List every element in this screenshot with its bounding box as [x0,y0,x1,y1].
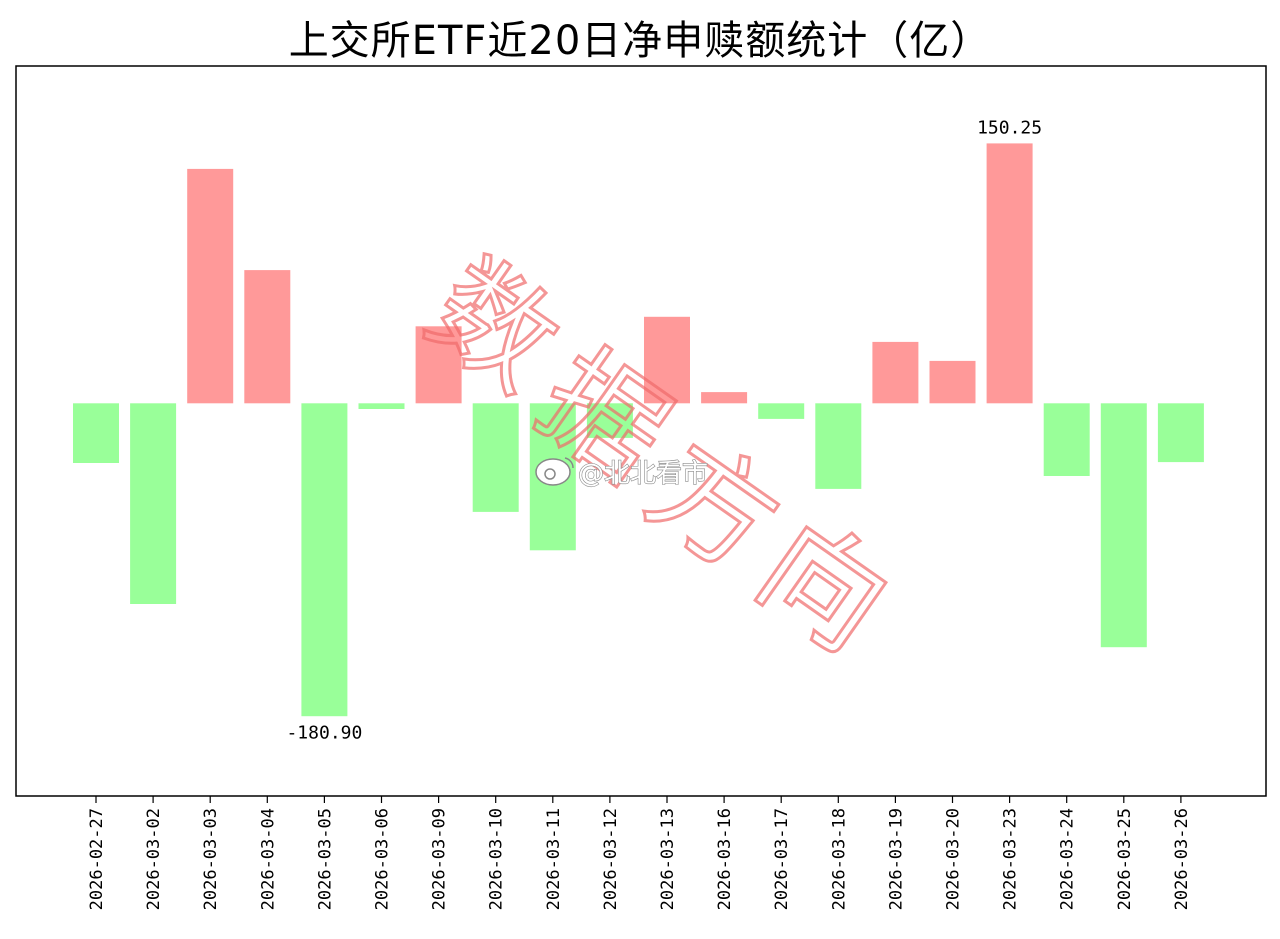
bar-2026-03-05 [301,403,348,717]
x-tick-label: 2026-03-02 [144,808,164,910]
x-tick-label: 2026-02-27 [87,808,107,910]
x-tick-label: 2026-03-04 [258,808,278,910]
x-tick-label: 2026-03-12 [601,808,621,910]
bar-2026-03-16 [701,392,748,404]
x-tick-label: 2026-03-06 [373,808,393,910]
bar-2026-03-12 [586,403,633,438]
bar-2026-03-20 [929,360,976,404]
x-tick-label: 2026-03-05 [315,808,335,910]
x-tick-label: 2026-03-25 [1115,808,1135,910]
x-tick-label: 2026-03-09 [430,808,450,910]
bar-2026-03-17 [758,403,805,419]
bar-2026-03-13 [644,316,690,404]
bar-2026-03-09 [415,326,462,404]
weibo-handle-text: @北北看市 [578,459,708,489]
bar-2026-03-04 [244,270,291,404]
x-tick-label: 2026-03-20 [944,808,964,910]
bar-2026-03-06 [358,403,405,409]
bar-2026-03-10 [472,403,519,512]
x-tick-label: 2026-03-17 [772,808,792,910]
x-tick-label: 2026-03-10 [487,808,507,910]
x-tick-label: 2026-03-13 [658,808,678,910]
x-axis-ticks: 2026-02-27 2026-03-02 2026-03-03 2026-03-04… [87,796,1192,910]
page-title: 上交所ETF近20日净申赎额统计（亿） [288,18,992,64]
bar-2026-03-03 [187,168,234,404]
bar-2026-03-18 [815,403,862,489]
x-tick-label: 2026-03-03 [201,808,221,910]
bar-2026-03-25 [1100,403,1147,648]
bar-2026-03-23 [986,143,1033,404]
bar-2026-03-26 [1157,403,1204,463]
x-tick-label: 2026-03-26 [1172,808,1192,910]
bar-2026-03-02 [130,403,177,604]
data-label: 150.25 [977,117,1042,138]
x-tick-label: 2026-03-23 [1001,808,1021,910]
data-labels: 150.25 -180.90 [286,117,1042,743]
x-tick-label: 2026-03-11 [544,808,564,910]
weibo-handle: @北北看市 [535,457,709,490]
bars-group [73,143,1204,717]
weibo-icon [535,457,574,486]
data-label: -180.90 [286,722,362,743]
x-tick-label: 2026-03-19 [886,808,906,910]
x-tick-label: 2026-03-18 [829,808,849,910]
x-tick-label: 2026-03-16 [715,808,735,910]
bar-2026-02-27 [73,403,119,463]
bar-2026-03-24 [1043,403,1090,476]
x-tick-label: 2026-03-24 [1058,808,1078,910]
bar-2026-03-19 [872,341,919,404]
